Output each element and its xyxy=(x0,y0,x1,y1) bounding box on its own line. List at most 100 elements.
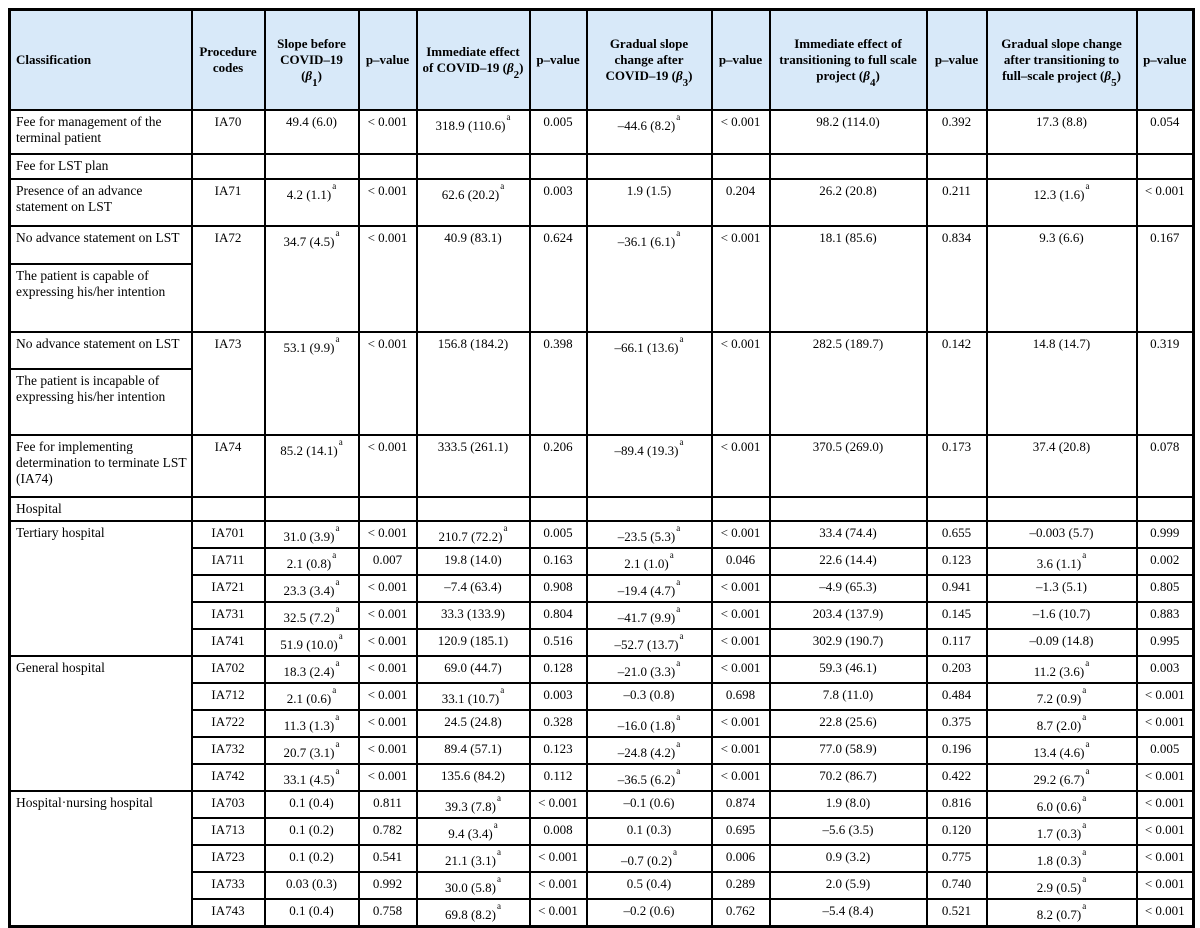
p-value-cell: 0.173 xyxy=(925,433,988,498)
coefficient-cell: –16.0 (1.8)a xyxy=(585,708,713,738)
classification-cell: Hospital xyxy=(8,495,193,522)
coefficient-cell: 89.4 (57.1) xyxy=(415,735,531,765)
p-value-cell: 0.782 xyxy=(357,816,418,846)
p-value-cell: 0.319 xyxy=(1135,330,1195,436)
table-row: Fee for management of the terminal patie… xyxy=(8,108,1195,155)
p-value-cell: < 0.001 xyxy=(710,433,771,498)
coefficient-cell: 210.7 (72.2)a xyxy=(415,519,531,549)
procedure-code-cell: IA732 xyxy=(190,735,266,765)
p-value-cell xyxy=(710,152,771,180)
p-value-cell: < 0.001 xyxy=(357,330,418,436)
coefficient-cell: 1.8 (0.3)a xyxy=(985,843,1138,873)
coefficient-cell: 29.2 (6.7)a xyxy=(985,762,1138,792)
p-value-cell: 0.392 xyxy=(925,108,988,155)
p-value-cell: 0.078 xyxy=(1135,433,1195,498)
p-value-cell: 0.816 xyxy=(925,789,988,819)
column-header-12: p–value xyxy=(1135,8,1195,111)
p-value-cell: 0.834 xyxy=(925,224,988,333)
p-value-cell xyxy=(528,495,588,522)
p-value-cell xyxy=(710,495,771,522)
table-body: Fee for management of the terminal patie… xyxy=(8,108,1195,927)
table-row: Presence of an advance statement on LST I… xyxy=(8,177,1195,227)
coefficient-cell: 33.3 (133.9) xyxy=(415,600,531,630)
coefficient-cell: 69.0 (44.7) xyxy=(415,654,531,684)
p-value-cell: < 0.001 xyxy=(710,108,771,155)
table-row: IA721 23.3 (3.4)a < 0.001 –7.4 (63.4) 0.908–… xyxy=(10,573,1195,603)
p-value-cell: < 0.001 xyxy=(1135,897,1195,927)
coefficient-cell: 18.1 (85.6) xyxy=(768,224,928,333)
coefficient-cell: 69.8 (8.2)a xyxy=(415,897,531,927)
p-value-cell: 0.328 xyxy=(528,708,588,738)
procedure-code-cell xyxy=(190,495,266,522)
p-value-cell: 0.805 xyxy=(1135,573,1195,603)
table-row: Tertiary hospital IA701 31.0 (3.9)a < 0.001… xyxy=(8,519,1195,657)
coefficient-cell: 370.5 (269.0) xyxy=(768,433,928,498)
table-row: Fee for LST plan xyxy=(8,152,1195,180)
p-value-cell xyxy=(925,152,988,180)
results-table: Classification Procedure codes Slope befor… xyxy=(8,8,1195,928)
p-value-cell: 0.398 xyxy=(528,330,588,436)
coefficient-cell: –23.5 (5.3)a xyxy=(585,519,713,549)
p-value-cell: < 0.001 xyxy=(528,843,588,873)
p-value-cell: 0.003 xyxy=(528,681,588,711)
classification-cell: The patient is incapable of expressing h… xyxy=(8,367,193,436)
classification-cell: No advance statement on LST xyxy=(8,330,193,370)
coefficient-cell: 39.3 (7.8)a xyxy=(415,789,531,819)
coefficient-cell: 19.8 (14.0) xyxy=(415,546,531,576)
p-value-cell: 0.206 xyxy=(528,433,588,498)
coefficient-cell: 9.4 (3.4)a xyxy=(415,816,531,846)
classification-cell: General hospital xyxy=(8,654,193,792)
coefficient-cell: 0.1 (0.4) xyxy=(263,897,360,927)
coefficient-cell: 2.1 (1.0)a xyxy=(585,546,713,576)
p-value-cell: 0.163 xyxy=(528,546,588,576)
coefficient-cell: 33.1 (4.5)a xyxy=(263,762,360,792)
p-value-cell: 0.941 xyxy=(925,573,988,603)
p-value-cell: 0.005 xyxy=(528,108,588,155)
table-row: IA741 51.9 (10.0)a < 0.001 120.9 (185.1) 0.5… xyxy=(10,627,1195,657)
procedure-code-cell: IA712 xyxy=(190,681,266,711)
p-value-cell: < 0.001 xyxy=(710,735,771,765)
p-value-cell: < 0.001 xyxy=(1135,762,1195,792)
procedure-code-cell: IA713 xyxy=(190,816,266,846)
coefficient-cell: 3.6 (1.1)a xyxy=(985,546,1138,576)
p-value-cell: 0.120 xyxy=(925,816,988,846)
procedure-code-cell: IA721 xyxy=(190,573,266,603)
coefficient-cell: 13.4 (4.6)a xyxy=(985,735,1138,765)
coefficient-cell xyxy=(985,152,1138,180)
column-header-4: p–value xyxy=(357,8,418,111)
p-value-cell: < 0.001 xyxy=(357,600,418,630)
p-value-cell: < 0.001 xyxy=(357,108,418,155)
procedure-code-cell xyxy=(190,152,266,180)
p-value-cell: < 0.001 xyxy=(710,330,771,436)
p-value-cell: < 0.001 xyxy=(710,627,771,657)
coefficient-cell: 23.3 (3.4)a xyxy=(263,573,360,603)
coefficient-cell xyxy=(263,495,360,522)
coefficient-cell: 6.0 (0.6)a xyxy=(985,789,1138,819)
p-value-cell: 0.484 xyxy=(925,681,988,711)
coefficient-cell: 0.9 (3.2) xyxy=(768,843,928,873)
coefficient-cell xyxy=(985,495,1138,522)
p-value-cell: 0.758 xyxy=(357,897,418,927)
coefficient-cell: 40.9 (83.1) xyxy=(415,224,531,333)
p-value-cell: 0.007 xyxy=(357,546,418,576)
coefficient-cell: 77.0 (58.9) xyxy=(768,735,928,765)
p-value-cell: < 0.001 xyxy=(357,177,418,227)
p-value-cell: 0.008 xyxy=(528,816,588,846)
p-value-cell: 0.375 xyxy=(925,708,988,738)
table-row: The patient is incapable of expressing h… xyxy=(8,367,1194,436)
coefficient-cell: –7.4 (63.4) xyxy=(415,573,531,603)
p-value-cell xyxy=(357,495,418,522)
p-value-cell: 0.142 xyxy=(925,330,988,436)
coefficient-cell: 0.03 (0.3) xyxy=(263,870,360,900)
coefficient-cell: 8.2 (0.7)a xyxy=(985,897,1138,927)
p-value-cell: 0.005 xyxy=(528,519,588,549)
procedure-code-cell: IA733 xyxy=(190,870,266,900)
p-value-cell: < 0.001 xyxy=(1135,789,1195,819)
table-row: Fee for implementing determination to te… xyxy=(8,433,1195,498)
p-value-cell: < 0.001 xyxy=(710,654,771,684)
p-value-cell: 0.541 xyxy=(357,843,418,873)
procedure-code-cell: IA71 xyxy=(190,177,266,227)
table-row: IA733 0.03 (0.3) 0.992 30.0 (5.8)a < 0.001 0.… xyxy=(10,870,1195,900)
coefficient-cell xyxy=(768,152,928,180)
coefficient-cell: –36.5 (6.2)a xyxy=(585,762,713,792)
